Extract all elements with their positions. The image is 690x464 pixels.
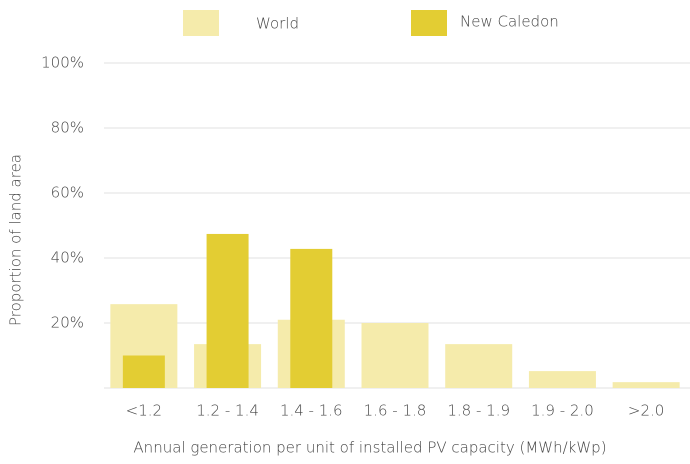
y-tick-label: 100% bbox=[41, 54, 84, 72]
bar bbox=[290, 248, 333, 388]
bar bbox=[206, 233, 249, 388]
x-tick-label: 1.2 - 1.4 bbox=[196, 402, 259, 420]
bar bbox=[445, 344, 513, 388]
legend-label: World bbox=[256, 15, 299, 33]
x-axis-label: Annual generation per unit of installed … bbox=[133, 439, 606, 457]
y-tick-label: 40% bbox=[51, 249, 84, 267]
y-tick-label: 80% bbox=[51, 119, 84, 137]
legend-swatch bbox=[411, 10, 447, 36]
x-tick-label: <1.2 bbox=[126, 402, 162, 420]
bar bbox=[612, 382, 680, 388]
legend-label: New Caledon bbox=[460, 13, 559, 31]
y-tick-label: 60% bbox=[51, 184, 84, 202]
x-tick-label: 1.9 - 2.0 bbox=[531, 402, 594, 420]
y-tick-label: 20% bbox=[51, 314, 84, 332]
x-tick-label: 1.4 - 1.6 bbox=[280, 402, 343, 420]
legend-swatch bbox=[183, 10, 219, 36]
x-tick-label: 1.8 - 1.9 bbox=[447, 402, 510, 420]
y-axis-label: Proportion of land area bbox=[7, 154, 25, 326]
x-tick-label: >2.0 bbox=[628, 402, 664, 420]
bar bbox=[361, 323, 429, 388]
x-tick-label: 1.6 - 1.8 bbox=[364, 402, 427, 420]
bar bbox=[122, 355, 165, 388]
bar bbox=[528, 371, 596, 388]
